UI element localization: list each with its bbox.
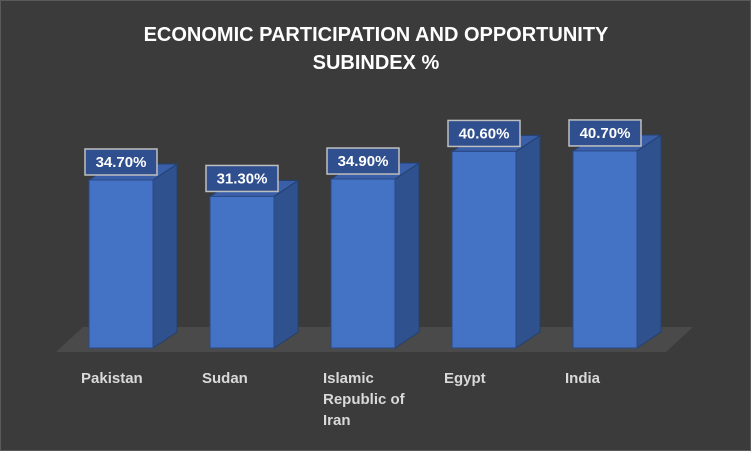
data-label-2: 31.30% [205, 164, 279, 193]
bar-front-face [330, 178, 396, 349]
bar-front-face [572, 150, 638, 349]
data-label-3: 34.90% [326, 147, 400, 175]
data-label-text: 34.90% [338, 153, 389, 170]
bar-side-face [273, 179, 299, 349]
bar-side-face [515, 134, 541, 349]
category-labels-group: Pakistan Sudan Islamic Republic of Iran Egypt… [81, 370, 601, 429]
data-label-text: 31.30% [217, 170, 268, 187]
data-label-text: 40.60% [459, 125, 510, 142]
data-label-1: 34.70% [84, 148, 158, 176]
chart-title-line-2: SUBINDEX % [313, 52, 440, 74]
category-label-2: Sudan [202, 370, 248, 387]
data-label-box [568, 119, 642, 147]
bar-front-face [88, 179, 154, 349]
data-labels-group: 34.70% 31.30% 34.90% 40.60% 40.70% [84, 119, 642, 193]
data-label-box [326, 147, 400, 175]
chart-title-line-1: ECONOMIC PARTICIPATION AND OPPORTUNITY [144, 24, 609, 46]
bar-side-face [152, 163, 178, 349]
bar-5 [571, 134, 663, 349]
category-label-1: Pakistan [81, 370, 143, 387]
data-label-box [205, 164, 279, 193]
data-label-4: 40.60% [447, 119, 521, 148]
bar-front-face [451, 150, 517, 349]
bar-2 [208, 179, 300, 349]
data-label-text: 40.70% [580, 125, 631, 142]
bar-3 [329, 162, 421, 349]
bar-side-face [636, 134, 662, 349]
data-label-box [84, 148, 158, 176]
data-label-box [447, 119, 521, 148]
data-label-text: 34.70% [96, 154, 147, 171]
category-label-5: India [565, 370, 601, 387]
category-label-4: Egypt [444, 370, 486, 387]
bar-4 [450, 134, 542, 349]
bar-side-face [394, 162, 420, 349]
data-label-5: 40.70% [568, 119, 642, 147]
bar-front-face [209, 195, 275, 349]
category-label-3: Islamic Republic of Iran [323, 370, 406, 429]
bar-1 [87, 163, 179, 349]
